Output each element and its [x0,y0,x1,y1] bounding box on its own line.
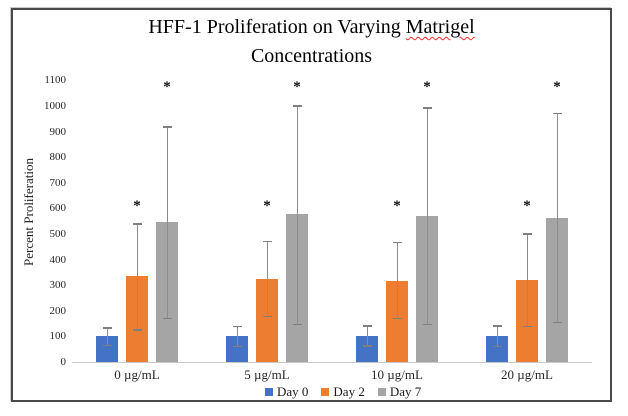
y-axis-tick-label: 1000 [44,100,66,112]
title-line2-text: Concentrations [250,45,373,67]
legend: Day 0 Day 2 Day 7 [265,384,421,400]
error-bar-cap-top [232,325,242,328]
chart-title: HFF-1 Proliferation on Varying Matrigel … [11,13,612,71]
y-axis-tick-label: 1100 [44,74,66,87]
error-bar-line [526,234,528,327]
legend-item-day7: Day 7 [377,384,422,400]
error-bar-cap-top [262,240,272,243]
error-bar-line [556,113,558,323]
error-bar-cap-top [292,105,302,107]
y-axis-tick-label: 900 [49,125,67,138]
y-axis-tick-label: 0 [60,356,67,368]
error-bar-cap-bottom [102,344,112,347]
error-bar-cap-bottom [392,317,402,320]
error-bar-line [106,327,108,346]
error-bar-cap-top [552,112,562,115]
chart-frame [11,8,612,402]
error-bar-cap-bottom [552,321,562,324]
legend-swatch-icon [265,388,273,396]
bar-day2-10µg/mL [386,280,408,362]
error-bar-cap-top [132,223,142,225]
error-bar-line [266,241,268,317]
bar-day2-5µg/mL [256,279,278,362]
significance-asterisk: * [263,197,271,214]
legend-label: Day 7 [389,384,422,399]
x-axis-line [72,361,592,363]
x-axis-category-label: 10 µg/mL [371,367,423,382]
legend-label: Day 0 [277,384,309,399]
title-line1-text: HFF-1 Proliferation on Varying [148,16,406,38]
error-bar-cap-bottom [362,345,372,347]
error-bar-cap-top [362,325,372,327]
x-axis-category-label: 0 µg/mL [114,367,160,382]
y-axis-tick-label: 200 [49,304,67,317]
y-axis-tick-label: 300 [49,279,67,292]
error-bar-cap-bottom [232,345,242,348]
legend-label: Day 2 [333,384,365,399]
legend-swatch-icon [377,388,386,396]
significance-asterisk: * [293,78,301,95]
error-bar-cap-top [492,325,502,327]
error-bar-line [236,326,238,347]
significance-asterisk: * [523,197,531,214]
y-axis-tick-label: 800 [49,151,67,164]
error-bar-line [426,108,428,325]
significance-asterisk: * [163,78,171,95]
y-axis-tick-label: 400 [49,253,67,266]
error-bar-cap-bottom [292,323,302,326]
error-bar-line [496,326,498,347]
error-bar-line [396,242,398,319]
error-bar-line [136,223,138,330]
error-bar-cap-top [522,233,532,235]
legend-item-day2: Day 2 [321,384,365,400]
title-flagged-word: Matrigel [405,16,475,38]
error-bar-cap-bottom [162,317,172,320]
legend-item-day0: Day 0 [265,384,308,400]
error-bar-line [296,106,298,325]
bar-day0-5µg/mL [226,336,248,362]
error-bar-line [166,126,168,319]
error-bar-line [366,326,368,347]
significance-asterisk: * [393,197,401,214]
bar-day0-0µg/mL [96,336,118,362]
error-bar-cap-bottom [262,315,272,318]
bar-day0-20µg/mL [486,336,508,362]
y-axis-tick-label: 600 [49,202,67,215]
y-axis-tick-label: 500 [49,228,67,240]
error-bar-cap-top [162,126,172,128]
y-axis-tick-label: 100 [49,330,67,343]
significance-asterisk: * [423,78,431,95]
error-bar-cap-bottom [492,345,502,348]
error-bar-cap-top [102,327,112,329]
x-axis-category-label: 20 µg/mL [501,367,553,382]
legend-swatch-icon [321,388,330,396]
error-bar-cap-bottom [132,329,142,331]
y-axis-tick-label: 700 [49,176,67,189]
error-bar-cap-bottom [522,325,532,328]
x-axis-category-label: 5 µg/mL [244,367,290,382]
error-bar-cap-top [422,107,432,109]
y-axis-title: Percent Proliferation [21,158,36,266]
significance-asterisk: * [553,78,561,95]
bar-day0-10µg/mL [356,336,378,362]
error-bar-cap-bottom [422,323,432,326]
error-bar-cap-top [392,241,402,244]
significance-asterisk: * [133,197,141,214]
